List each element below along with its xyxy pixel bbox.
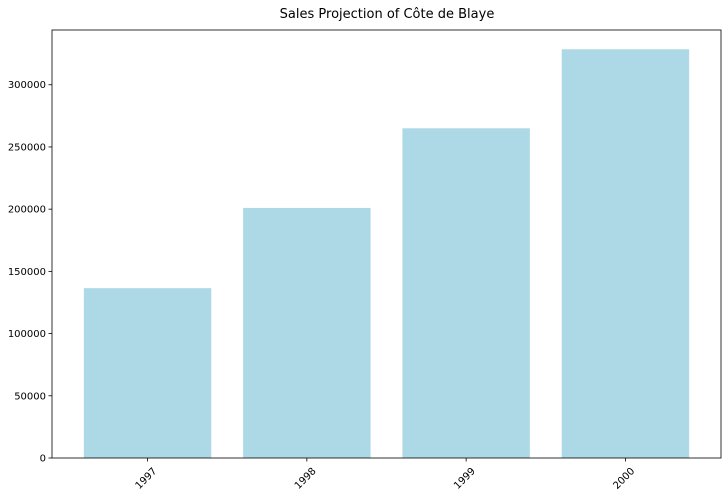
bar-1999 [402, 128, 530, 458]
bar-2000 [561, 49, 690, 459]
plot-frame [51, 29, 722, 459]
x-tick-label-2000: 2000 [611, 466, 637, 492]
x-tick-label-1998: 1998 [293, 466, 319, 492]
y-tick-label: 0 [40, 454, 46, 465]
y-tick-label: 200000 [8, 205, 46, 216]
y-tick-label: 300000 [8, 80, 46, 91]
x-tick-label-1999: 1999 [452, 466, 478, 492]
y-tick-label: 100000 [8, 329, 46, 340]
x-tick-label-1997: 1997 [134, 466, 160, 492]
bar-1998 [243, 207, 371, 458]
y-tick-label: 150000 [8, 267, 46, 278]
y-tick-label: 50000 [14, 391, 46, 402]
chart-title: Sales Projection of Côte de Blaye [280, 7, 495, 22]
bars-layer [83, 49, 690, 459]
y-tick-label: 250000 [8, 142, 46, 153]
bar-1997 [83, 288, 212, 458]
